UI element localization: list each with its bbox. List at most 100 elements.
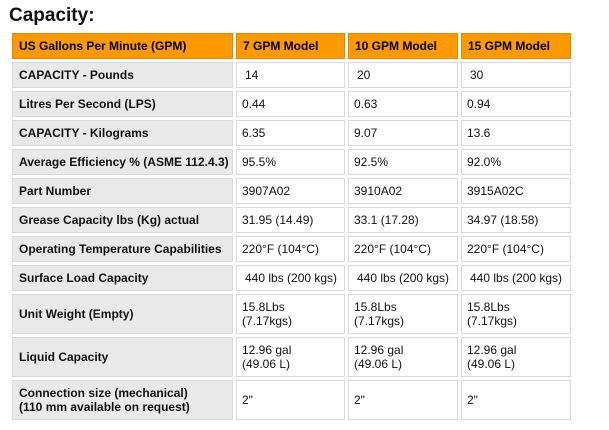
value-line: 9.07 bbox=[354, 126, 378, 140]
value-cell: 440 lbs (200 kgs) bbox=[348, 265, 458, 291]
value-line: 12.96 gal bbox=[467, 343, 517, 357]
value-cell: 9.07 bbox=[348, 120, 458, 146]
value-cell: 0.63 bbox=[348, 91, 458, 117]
row-label-cell: Surface Load Capacity bbox=[12, 265, 233, 291]
value-cell: 3915A02C bbox=[461, 178, 571, 204]
value-cell: 14 bbox=[236, 62, 345, 88]
value-cell: 12.96 gal (49.06 L) bbox=[348, 337, 458, 377]
table-row: Connection size (mechanical) (110 mm avai… bbox=[12, 380, 571, 420]
value-line: 12.96 gal bbox=[242, 343, 292, 357]
table-row: CAPACITY - Pounds 14 20 30 bbox=[12, 62, 571, 88]
row-label-line: Litres Per Second (LPS) bbox=[19, 97, 156, 111]
value-cell: 12.96 gal (49.06 L) bbox=[461, 337, 571, 377]
header-cell-gpm: US Gallons Per Minute (GPM) bbox=[12, 33, 233, 59]
row-label-cell: Unit Weight (Empty) bbox=[12, 294, 233, 334]
value-line: (49.06 L) bbox=[354, 357, 403, 371]
row-label-cell: Liquid Capacity bbox=[12, 337, 233, 377]
value-cell: 440 lbs (200 kgs) bbox=[461, 265, 571, 291]
row-label-line: Part Number bbox=[19, 184, 92, 198]
value-cell: 92.5% bbox=[348, 149, 458, 175]
value-cell: 12.96 gal (49.06 L) bbox=[236, 337, 345, 377]
value-line: 31.95 (14.49) bbox=[242, 213, 314, 227]
value-cell: 0.44 bbox=[236, 91, 345, 117]
table-row: Unit Weight (Empty) 15.8Lbs (7.17kgs) 15.8L… bbox=[12, 294, 571, 334]
row-label-cell: Part Number bbox=[12, 178, 233, 204]
value-line: 12.96 gal bbox=[354, 343, 404, 357]
table-row: Average Efficiency % (ASME 112.4.3) 95.5%… bbox=[12, 149, 571, 175]
table-row: Part Number 3907A02 3910A02 3915A02C bbox=[12, 178, 571, 204]
value-cell: 3907A02 bbox=[236, 178, 345, 204]
value-line: 2" bbox=[242, 393, 253, 407]
value-cell: 220°F (104°C) bbox=[461, 236, 571, 262]
row-label-line: Grease Capacity lbs (Kg) actual bbox=[19, 213, 200, 227]
value-cell: 6.35 bbox=[236, 120, 345, 146]
row-label-cell: Average Efficiency % (ASME 112.4.3) bbox=[12, 149, 233, 175]
capacity-table: US Gallons Per Minute (GPM) 7 GPM Model … bbox=[9, 30, 574, 423]
value-line: 0.63 bbox=[354, 97, 378, 111]
value-cell: 220°F (104°C) bbox=[236, 236, 345, 262]
value-cell: 20 bbox=[348, 62, 458, 88]
row-label-line: Average Efficiency % (ASME 112.4.3) bbox=[19, 155, 229, 169]
value-line: 13.6 bbox=[467, 126, 491, 140]
value-line: 3910A02 bbox=[354, 184, 403, 198]
value-line: 92.5% bbox=[354, 155, 389, 169]
value-line: 15.8Lbs bbox=[467, 300, 510, 314]
value-line: 2" bbox=[467, 393, 478, 407]
row-label-line: Operating Temperature Capabilities bbox=[19, 242, 222, 256]
value-line: 440 lbs (200 kgs) bbox=[245, 271, 338, 285]
row-label-line: Unit Weight (Empty) bbox=[19, 307, 134, 321]
value-line: 3907A02 bbox=[242, 184, 291, 198]
value-line: (7.17kgs) bbox=[467, 314, 518, 328]
value-line: 440 lbs (200 kgs) bbox=[470, 271, 563, 285]
value-cell: 0.94 bbox=[461, 91, 571, 117]
value-cell: 31.95 (14.49) bbox=[236, 207, 345, 233]
value-cell: 15.8Lbs (7.17kgs) bbox=[236, 294, 345, 334]
value-cell: 92.0% bbox=[461, 149, 571, 175]
value-line: 14 bbox=[245, 68, 259, 82]
row-label-line: Surface Load Capacity bbox=[19, 271, 149, 285]
value-line: 6.35 bbox=[242, 126, 266, 140]
value-line: 92.0% bbox=[467, 155, 502, 169]
table-row: Operating Temperature Capabilities 220°F … bbox=[12, 236, 571, 262]
value-cell: 15.8Lbs (7.17kgs) bbox=[348, 294, 458, 334]
table-row: Liquid Capacity 12.96 gal (49.06 L) 12.96 g… bbox=[12, 337, 571, 377]
table-body: CAPACITY - Pounds 14 20 30 Litres Per Second… bbox=[12, 62, 571, 420]
value-line: 220°F (104°C) bbox=[467, 242, 544, 256]
row-label-line: CAPACITY - Pounds bbox=[19, 68, 134, 82]
value-cell: 220°F (104°C) bbox=[348, 236, 458, 262]
header-cell-10gpm: 10 GPM Model bbox=[348, 33, 458, 59]
row-label-cell: Grease Capacity lbs (Kg) actual bbox=[12, 207, 233, 233]
row-label-line: (110 mm available on request) bbox=[19, 400, 190, 414]
value-line: 20 bbox=[357, 68, 371, 82]
row-label-line: CAPACITY - Kilograms bbox=[19, 126, 149, 140]
value-line: 440 lbs (200 kgs) bbox=[357, 271, 450, 285]
value-line: 95.5% bbox=[242, 155, 277, 169]
row-label-cell: Operating Temperature Capabilities bbox=[12, 236, 233, 262]
table-row: Surface Load Capacity 440 lbs (200 kgs) 44… bbox=[12, 265, 571, 291]
value-line: 30 bbox=[470, 68, 484, 82]
value-cell: 13.6 bbox=[461, 120, 571, 146]
value-line: 15.8Lbs bbox=[242, 300, 285, 314]
value-line: 34.97 (18.58) bbox=[467, 213, 539, 227]
table-row: Litres Per Second (LPS) 0.44 0.63 0.94 bbox=[12, 91, 571, 117]
value-line: 220°F (104°C) bbox=[354, 242, 431, 256]
header-cell-15gpm: 15 GPM Model bbox=[461, 33, 571, 59]
header-cell-7gpm: 7 GPM Model bbox=[236, 33, 345, 59]
value-line: (49.06 L) bbox=[467, 357, 516, 371]
value-cell: 2" bbox=[348, 380, 458, 420]
row-label-line: Liquid Capacity bbox=[19, 350, 109, 364]
table-row: CAPACITY - Kilograms 6.35 9.07 13.6 bbox=[12, 120, 571, 146]
value-line: 2" bbox=[354, 393, 365, 407]
value-cell: 30 bbox=[461, 62, 571, 88]
value-cell: 33.1 (17.28) bbox=[348, 207, 458, 233]
value-line: 3915A02C bbox=[467, 184, 524, 198]
row-label-line: Connection size (mechanical) bbox=[19, 386, 188, 400]
row-label-cell: CAPACITY - Kilograms bbox=[12, 120, 233, 146]
value-line: 0.94 bbox=[467, 97, 491, 111]
row-label-cell: Connection size (mechanical) (110 mm avai… bbox=[12, 380, 233, 420]
value-line: (7.17kgs) bbox=[354, 314, 405, 328]
value-cell: 34.97 (18.58) bbox=[461, 207, 571, 233]
value-line: 0.44 bbox=[242, 97, 266, 111]
value-cell: 15.8Lbs (7.17kgs) bbox=[461, 294, 571, 334]
value-line: (49.06 L) bbox=[242, 357, 291, 371]
